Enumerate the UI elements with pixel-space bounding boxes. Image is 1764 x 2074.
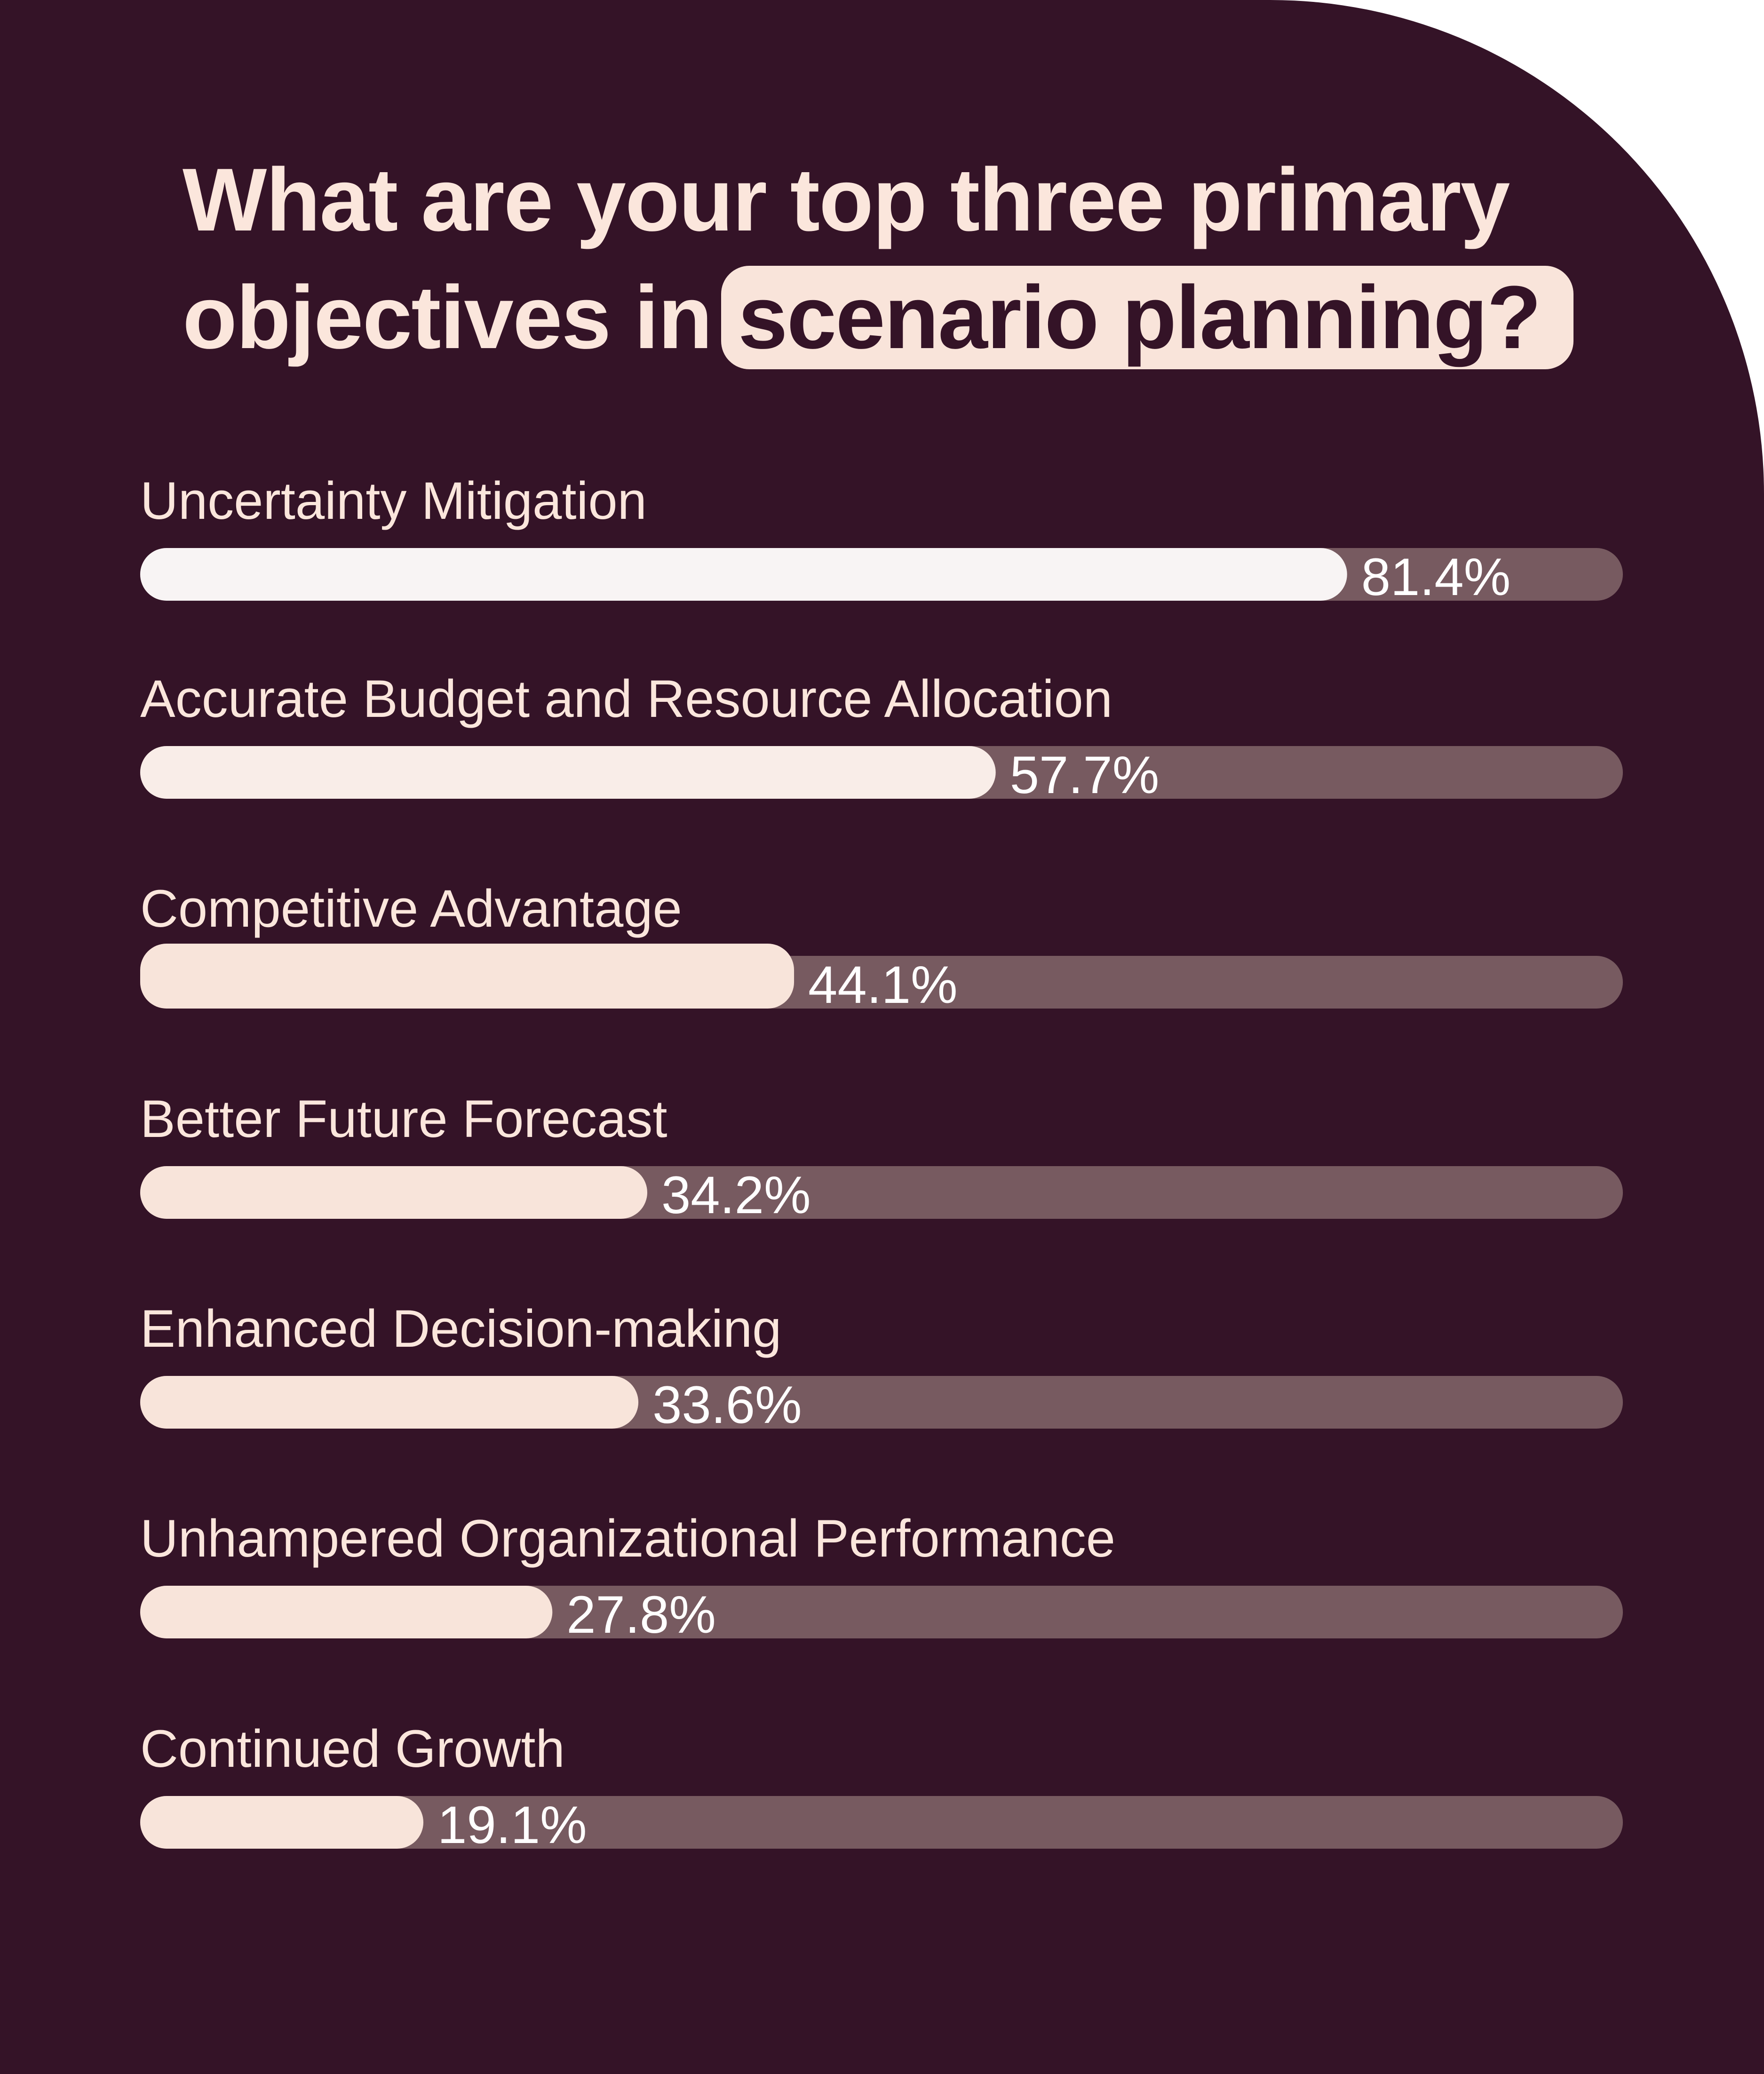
value-label: 27.8% xyxy=(566,1585,716,1644)
category-label: Uncertainty Mitigation xyxy=(140,471,647,530)
bar-fill xyxy=(140,1166,647,1219)
category-label: Continued Growth xyxy=(140,1719,565,1778)
value-label: 34.2% xyxy=(661,1166,811,1224)
value-label: 44.1% xyxy=(808,955,958,1014)
category-label: Accurate Budget and Resource Allocation xyxy=(140,669,1112,728)
bar-fill xyxy=(140,548,1347,601)
title-highlight: scenario planning? xyxy=(721,266,1573,369)
bar-fill xyxy=(140,1796,424,1849)
value-label: 19.1% xyxy=(437,1796,587,1854)
category-label: Better Future Forecast xyxy=(140,1089,667,1148)
category-label: Enhanced Decision-making xyxy=(140,1299,781,1358)
bar-fill xyxy=(140,1586,553,1638)
category-label: Competitive Advantage xyxy=(140,879,682,938)
bar-track xyxy=(140,1796,1623,1849)
bar-fill xyxy=(140,1376,639,1429)
value-label: 33.6% xyxy=(652,1375,802,1434)
title-line-2-prefix: objectives in xyxy=(183,268,713,367)
category-label: Unhampered Organizational Performance xyxy=(140,1509,1115,1568)
value-label: 81.4% xyxy=(1361,548,1511,606)
value-label: 57.7% xyxy=(1010,746,1160,804)
chart-title: What are your top three primary objectiv… xyxy=(183,141,1641,376)
title-line-1: What are your top three primary xyxy=(183,150,1510,250)
bar-fill xyxy=(140,746,996,799)
bar-fill xyxy=(140,944,795,1009)
